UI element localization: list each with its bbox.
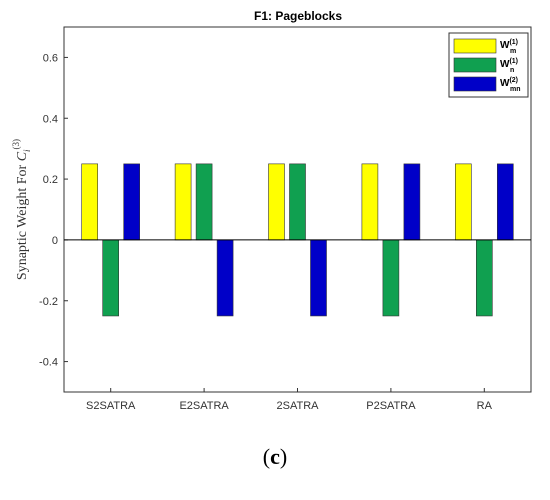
legend-swatch xyxy=(453,38,497,54)
caption-close: ) xyxy=(279,444,288,469)
x-tick-label: S2SATRA xyxy=(86,400,136,412)
bar-e2satra-series-1 xyxy=(174,163,192,241)
caption-open: ( xyxy=(262,444,271,469)
y-tick-label: 0.2 xyxy=(43,174,58,186)
bar-ra-series-3 xyxy=(496,163,514,241)
bars-group xyxy=(81,163,514,317)
legend-swatch xyxy=(453,76,497,92)
bar-ra-series-1 xyxy=(454,163,472,241)
y-tick-label: 0.4 xyxy=(43,113,58,125)
bar-e2satra-series-2 xyxy=(195,163,213,241)
x-axis-ticks: S2SATRA E2SATRA 2SATRA P2SATRA RA xyxy=(86,388,493,412)
y-axis-label: Synaptic Weight For Ci(3) xyxy=(11,139,32,280)
bar-p2satra-series-3 xyxy=(403,163,421,241)
x-tick-label: E2SATRA xyxy=(179,400,229,412)
bar-p2satra-series-1 xyxy=(361,163,379,241)
y-tick-label: -0.2 xyxy=(39,296,58,308)
x-tick-label: 2SATRA xyxy=(277,400,320,412)
x-tick-label: RA xyxy=(477,400,493,412)
caption-letter: c xyxy=(270,444,280,469)
legend-label: W(1) m xyxy=(500,39,518,55)
bar-s2satra-series-3 xyxy=(123,163,140,241)
x-tick-label: P2SATRA xyxy=(366,400,416,412)
bar-2satra-series-1 xyxy=(268,163,285,241)
bar-p2satra-series-2 xyxy=(382,239,400,317)
y-tick-label: -0.4 xyxy=(39,357,58,369)
bar-e2satra-series-3 xyxy=(216,239,234,317)
legend-label: W(2) mn xyxy=(500,77,521,93)
bar-s2satra-series-1 xyxy=(81,163,98,241)
y-tick-label: 0.6 xyxy=(43,52,58,64)
y-axis-ticks: -0.4 -0.2 0 0.2 0.4 0.6 xyxy=(39,52,68,369)
legend: W(1) m W(1) n W(2) mn xyxy=(448,32,529,98)
bar-2satra-series-2 xyxy=(289,163,306,241)
bar-ra-series-2 xyxy=(475,239,493,317)
chart-title: F1: Pageblocks xyxy=(254,9,342,23)
legend-label: W(1) n xyxy=(500,58,518,74)
bar-2satra-series-3 xyxy=(310,239,327,317)
y-tick-label: 0 xyxy=(52,235,58,247)
figure-caption: (c) xyxy=(0,444,550,470)
legend-swatch xyxy=(453,57,497,73)
bar-s2satra-series-2 xyxy=(102,239,119,317)
